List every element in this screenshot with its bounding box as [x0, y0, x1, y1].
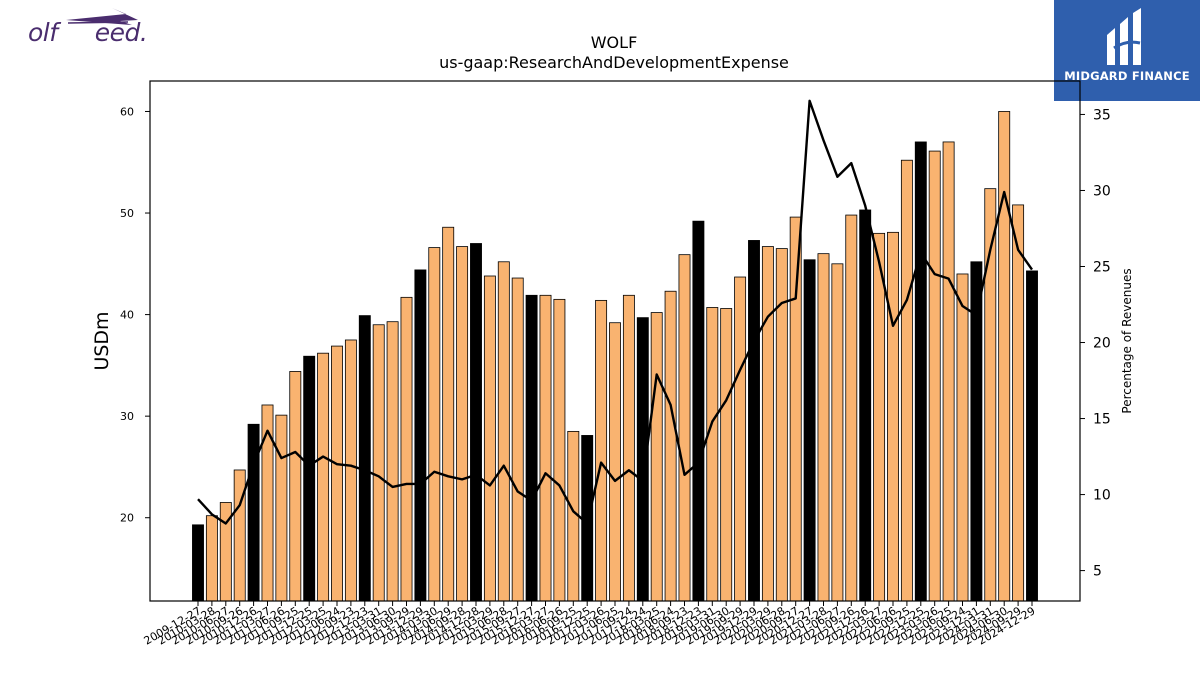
bar-2013-03-31 [372, 324, 385, 602]
bar-2022-03-27 [873, 232, 886, 602]
bar-2015-06-28 [497, 261, 510, 602]
bar-2014-03-30 [428, 247, 441, 602]
bar-2021-03-28 [817, 253, 830, 602]
bar-2023-09-24 [956, 273, 969, 602]
bar-2021-09-26 [845, 214, 858, 602]
bar-2012-12-23 [358, 315, 371, 602]
bar-2020-09-27 [789, 216, 802, 602]
logo-swoosh-icon [66, 8, 138, 25]
bar-2017-09-24 [622, 294, 635, 602]
y2-tick-label: 5 [1093, 564, 1102, 580]
bar-2020-12-27 [803, 259, 816, 602]
y-tick-label: 60 [120, 105, 134, 118]
percentage-line [197, 99, 1033, 525]
chart-title: WOLF [591, 33, 638, 52]
midgard-finance-logo: MIDGARD FINANCE [1054, 0, 1200, 101]
bar-2024-09-29 [1012, 204, 1025, 602]
bar-2022-09-25 [900, 159, 913, 602]
y2-tick-label: 30 [1093, 183, 1111, 199]
bar-2022-06-26 [887, 231, 899, 602]
bar-2011-06-26 [275, 414, 288, 602]
bar-2023-06-25 [942, 141, 955, 602]
y-tick-label: 20 [120, 512, 134, 525]
percentage-line-series [197, 99, 1033, 525]
bar-2014-12-28 [470, 243, 482, 602]
x-axis-ticks: 2009-12-272010-03-282010-06-272010-09-26… [142, 601, 1038, 648]
bar-2012-09-23 [344, 339, 357, 602]
bar-2016-06-26 [553, 298, 566, 602]
bar-2011-09-25 [289, 371, 302, 602]
y-tick-label: 30 [120, 410, 134, 423]
y-axis-label: USDm [91, 311, 113, 370]
bar-2024-12-29 [1026, 270, 1038, 602]
y2-axis-ticks: 5 10 15 20 25 30 35 [1080, 107, 1111, 580]
y2-tick-label: 10 [1093, 488, 1111, 504]
bar-2024-06-30 [998, 111, 1011, 602]
plot-frame [149, 80, 1081, 602]
bar-2017-03-26 [595, 299, 608, 602]
bar-2013-09-29 [400, 296, 413, 602]
bar-2023-03-26 [928, 150, 941, 602]
bar-2012-03-25 [317, 352, 330, 602]
y2-tick-label: 20 [1093, 336, 1111, 352]
bar-2019-12-29 [748, 240, 760, 602]
midgard-logo-mark-icon [1107, 8, 1141, 65]
y2-tick-label: 35 [1093, 107, 1111, 123]
bar-2011-03-27 [261, 404, 274, 602]
bar-2010-03-28 [205, 515, 218, 602]
bar-2013-06-30 [386, 321, 399, 602]
bar-2021-12-26 [859, 209, 872, 602]
bar-2018-03-25 [650, 312, 663, 602]
bar-2017-06-25 [609, 322, 621, 602]
bar-2021-06-27 [831, 263, 844, 602]
chart-subtitle: us-gaap:ResearchAndDevelopmentExpense [439, 53, 789, 72]
bar-2014-09-28 [456, 246, 469, 602]
bar-2010-09-26 [233, 469, 246, 602]
left-logo: olf eed. [28, 6, 153, 51]
bar-2015-09-27 [511, 277, 524, 602]
y2-axis-label: Percentage of Revenues [1120, 268, 1134, 413]
bar-series [192, 111, 1038, 602]
y-tick-label: 40 [120, 309, 134, 322]
bar-2010-12-26 [247, 423, 260, 602]
midgard-logo-text: MIDGARD FINANCE [1064, 69, 1190, 83]
bar-2019-09-29 [734, 276, 747, 602]
bar-2009-12-27 [192, 524, 204, 602]
bar-2018-12-23 [692, 220, 705, 602]
y2-tick-label: 25 [1093, 259, 1111, 275]
bar-2014-06-29 [442, 226, 455, 602]
bar-2018-06-24 [664, 290, 677, 602]
bar-2015-12-27 [525, 294, 538, 602]
y-axis-ticks: 20 30 40 50 60 [120, 105, 150, 525]
bar-2013-12-29 [414, 269, 427, 602]
y2-tick-label: 15 [1093, 412, 1111, 428]
bar-2019-03-31 [706, 307, 719, 602]
left-logo-text: olf eed. [28, 18, 148, 47]
bar-2012-06-24 [331, 345, 343, 602]
bar-2019-06-30 [720, 308, 733, 602]
bar-2015-03-29 [483, 275, 496, 602]
y-tick-label: 50 [120, 207, 134, 220]
bar-2011-12-25 [303, 355, 316, 602]
bar-2020-03-29 [761, 246, 774, 602]
bar-2018-09-23 [678, 254, 691, 602]
bar-2022-12-25 [914, 141, 927, 602]
bar-2016-03-27 [539, 294, 552, 602]
